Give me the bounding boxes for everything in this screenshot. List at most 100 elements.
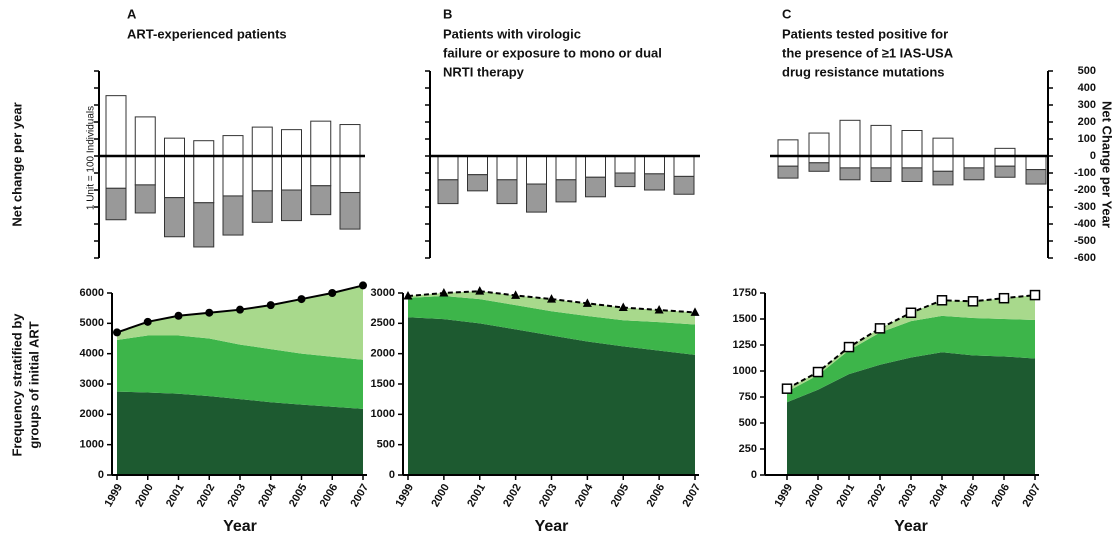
x-axis-label: Year: [223, 518, 257, 535]
x-tick-label: 2005: [958, 482, 981, 509]
panel-title: NRTI therapy: [443, 64, 525, 79]
panel-title: drug resistance mutations: [782, 64, 945, 79]
marker: [936, 295, 948, 306]
marker: [582, 298, 592, 307]
y-tick-label: 0: [98, 469, 104, 481]
x-tick-label: 2003: [225, 482, 248, 509]
negative-bar: [164, 155, 185, 199]
y-axis-label: groups of initial ART: [26, 321, 41, 448]
x-tick-label: 2004: [573, 481, 596, 509]
negative-bar: [614, 155, 636, 174]
positive-bar: [251, 126, 273, 157]
negative-bar: [673, 155, 695, 177]
positive-bar: [222, 135, 244, 157]
marker: [654, 304, 664, 314]
x-tick-label: 2005: [609, 482, 632, 509]
positive-bar: [134, 116, 156, 157]
negative-bar: [222, 155, 244, 197]
negative-bar-segment: [437, 179, 459, 205]
negative-bar-segment: [932, 170, 954, 186]
negative-bar: [644, 155, 665, 175]
x-tick-label: 2001: [465, 482, 488, 509]
y-tick-label: 4000: [80, 348, 104, 360]
negative-bar-segment: [614, 172, 636, 188]
x-tick-label: 2002: [865, 482, 888, 509]
area-layer: [787, 315, 1035, 403]
x-tick-label: 2007: [1020, 482, 1043, 509]
negative-bar: [193, 155, 215, 204]
positive-bar: [839, 119, 861, 157]
negative-bar: [496, 155, 518, 181]
y-tick-label: 2000: [80, 408, 104, 420]
positive-bar: [310, 120, 332, 157]
marker: [236, 305, 244, 314]
marker: [905, 307, 917, 319]
panel-title: Patients tested positive for: [782, 26, 948, 41]
positive-bar: [105, 95, 127, 157]
x-axis-label: Year: [535, 518, 569, 535]
marker: [328, 289, 337, 297]
negative-bar-segment: [339, 192, 361, 230]
negative-bar-segment: [222, 195, 244, 236]
marker: [967, 296, 979, 307]
panel-letter: C: [782, 6, 792, 21]
x-tick-label: 1999: [772, 482, 795, 509]
negative-bar: [467, 155, 488, 176]
x-tick-label: 2001: [834, 482, 857, 509]
y-tick-label: 400: [1078, 82, 1096, 94]
y-tick-label: -200: [1074, 184, 1096, 196]
negative-bar-segment: [870, 167, 892, 182]
y-tick-label: 1750: [733, 287, 757, 299]
negative-bar-segment: [251, 190, 273, 223]
y-tick-label: 100: [1078, 133, 1096, 145]
negative-bar-segment: [281, 189, 302, 222]
x-tick-label: 2000: [429, 482, 452, 509]
negative-bar-segment: [105, 187, 127, 221]
x-tick-label: 2007: [680, 482, 703, 509]
x-tick-label: 2005: [287, 482, 310, 509]
marker: [1029, 289, 1041, 301]
x-tick-label: 2001: [164, 482, 187, 509]
area-layer: [117, 335, 363, 409]
area-layer: [408, 317, 695, 475]
y-tick-label: -400: [1074, 218, 1096, 230]
panel-title: ART-experienced patients: [127, 26, 287, 41]
x-tick-label: 2002: [501, 482, 524, 509]
marker: [266, 301, 275, 310]
y-tick-label: 500: [377, 439, 395, 451]
marker: [547, 294, 556, 303]
negative-bar: [994, 155, 1016, 167]
y-tick-label: 750: [739, 391, 757, 403]
x-axis-label: Year: [894, 518, 928, 535]
y-tick-label: 0: [389, 469, 395, 481]
y-tick-label: 1000: [733, 365, 757, 377]
negative-bar: [281, 155, 302, 191]
x-tick-label: 2007: [348, 482, 371, 509]
negative-bar: [134, 155, 156, 186]
y-tick-label: -500: [1074, 235, 1096, 247]
y-tick-label: 300: [1078, 99, 1096, 111]
panel-title: failure or exposure to mono or dual: [443, 45, 662, 60]
negative-bar-segment: [310, 185, 332, 216]
area-layer: [408, 291, 695, 325]
y-tick-label: 0: [1090, 150, 1096, 162]
area-layer: [787, 352, 1035, 475]
negative-bar: [839, 155, 861, 169]
positive-bar: [932, 137, 954, 157]
y-tick-label: 0: [751, 469, 757, 481]
y-tick-label: 2500: [371, 317, 395, 329]
y-tick-label: -300: [1074, 201, 1096, 213]
marker: [690, 307, 700, 316]
y-axis-label: Net change per year: [9, 102, 24, 226]
positive-bar: [164, 137, 185, 157]
y-tick-label: 3000: [371, 287, 395, 299]
negative-bar: [963, 155, 985, 169]
negative-bar-segment: [164, 197, 185, 238]
negative-bar: [105, 155, 127, 189]
y-tick-label: 1250: [733, 339, 757, 351]
y-tick-label: -100: [1074, 167, 1096, 179]
negative-bar: [585, 155, 606, 178]
marker: [174, 311, 183, 320]
marker: [874, 323, 886, 334]
